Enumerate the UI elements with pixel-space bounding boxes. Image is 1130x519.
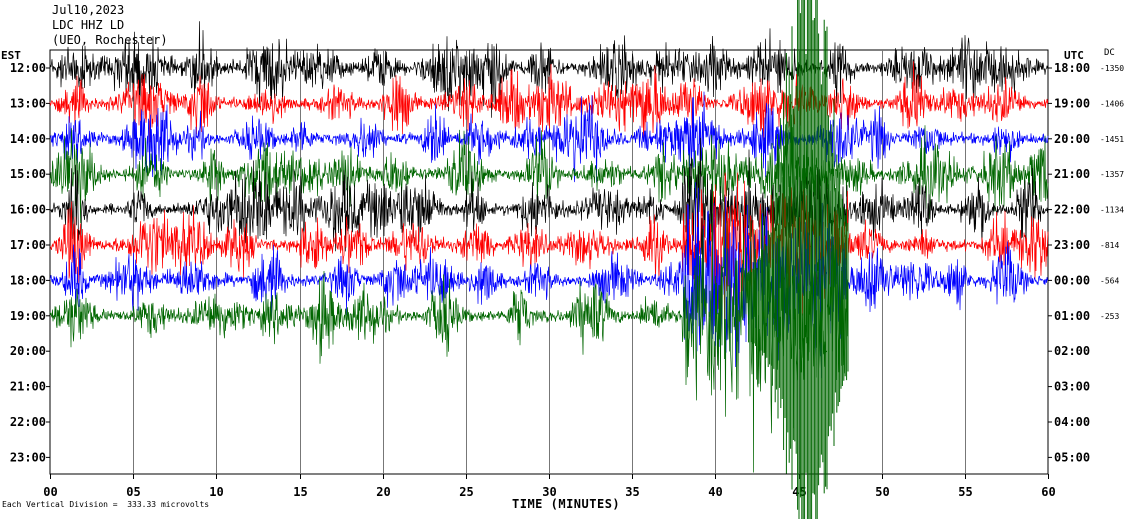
hour-label-local: 19:00 (10, 309, 46, 323)
hour-label-local: 23:00 (10, 450, 46, 464)
hour-label-utc: 20:00 (1054, 132, 1090, 146)
trace-row-2 (49, 91, 1049, 183)
x-tick-label: 25 (459, 485, 473, 499)
left-timezone-label: EST (1, 49, 21, 62)
trace-row-6 (49, 182, 1049, 379)
hour-label-local: 12:00 (10, 61, 46, 75)
large-event-trace (748, 0, 849, 519)
x-tick-label: 20 (376, 485, 390, 499)
x-tick-label: 50 (875, 485, 889, 499)
dc-offset-value: -1357 (1100, 170, 1124, 179)
trace-row-3 (49, 114, 1049, 224)
x-tick-label: 40 (708, 485, 722, 499)
hour-label-utc: 03:00 (1054, 380, 1090, 394)
dc-offset-value: -1406 (1100, 99, 1124, 108)
x-tick-label: 10 (209, 485, 223, 499)
hour-label-utc: 22:00 (1054, 203, 1090, 217)
x-tick-label: 15 (293, 485, 307, 499)
trace-row-5 (49, 172, 1049, 329)
hour-label-utc: 02:00 (1054, 344, 1090, 358)
x-tick-label: 05 (126, 485, 140, 499)
hour-label-utc: 21:00 (1054, 167, 1090, 181)
right-timezone-label: UTC (1064, 49, 1084, 62)
dc-offset-header: DC (1104, 48, 1115, 58)
x-tick-label: 60 (1041, 485, 1055, 499)
hour-label-utc: 19:00 (1054, 96, 1090, 110)
x-tick-label: 00 (43, 485, 57, 499)
dc-offset-value: -1134 (1100, 206, 1124, 215)
hour-label-local: 15:00 (10, 167, 46, 181)
hour-label-utc: 04:00 (1054, 415, 1090, 429)
hour-label-utc: 18:00 (1054, 61, 1090, 75)
hour-label-local: 20:00 (10, 344, 46, 358)
dc-offset-value: -564 (1100, 276, 1119, 285)
hour-label-local: 13:00 (10, 96, 46, 110)
dc-offset-value: -253 (1100, 312, 1119, 321)
dc-offset-value: -1350 (1100, 64, 1124, 73)
x-tick-label: 35 (625, 485, 639, 499)
scale-note: Each Vertical Division = 333.33 microvol… (2, 500, 210, 509)
hour-label-utc: 05:00 (1054, 450, 1090, 464)
trace-row-0 (49, 21, 1049, 118)
station-label: LDC HHZ LD (52, 18, 125, 32)
trace-row-7 (49, 202, 849, 473)
hour-label-utc: 23:00 (1054, 238, 1090, 252)
dc-offset-value: -1451 (1100, 135, 1124, 144)
hour-label-utc: 00:00 (1054, 273, 1090, 287)
hour-label-local: 17:00 (10, 238, 46, 252)
x-tick-label: 55 (958, 485, 972, 499)
x-tick-label: 30 (542, 485, 556, 499)
hour-label-local: 22:00 (10, 415, 46, 429)
record-date: Jul10,2023 (52, 3, 125, 17)
x-axis-title: TIME (MINUTES) (512, 497, 621, 511)
dc-offset-value: -814 (1100, 241, 1119, 250)
trace-row-4 (49, 137, 1049, 296)
hour-label-local: 18:00 (10, 273, 46, 287)
hour-label-local: 21:00 (10, 380, 46, 394)
trace-row-1 (49, 61, 1049, 143)
station-location: (UEO, Rochester) (52, 33, 168, 47)
hour-label-local: 16:00 (10, 203, 46, 217)
hour-label-local: 14:00 (10, 132, 46, 146)
hour-label-utc: 01:00 (1054, 309, 1090, 323)
